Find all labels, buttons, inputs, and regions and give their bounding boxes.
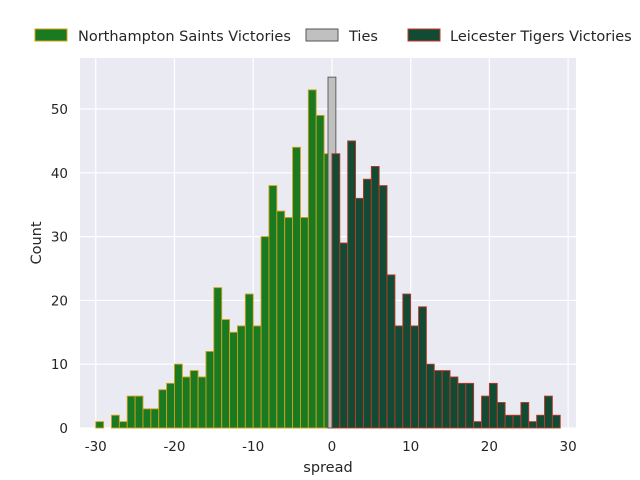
histogram-bar bbox=[111, 414, 120, 429]
legend-label-leicester: Leicester Tigers Victories bbox=[450, 29, 632, 45]
x-tick-labels: -30 -20 -10 0 10 20 30 bbox=[85, 439, 577, 455]
legend-swatch-leicester bbox=[407, 28, 441, 42]
histogram-bar bbox=[449, 376, 459, 429]
y-tick-label: 0 bbox=[59, 421, 68, 437]
histogram-bar bbox=[473, 421, 482, 429]
histogram-bar bbox=[189, 370, 199, 429]
x-tick-label: -30 bbox=[85, 439, 107, 455]
histogram-bar bbox=[481, 395, 490, 429]
histogram-bar bbox=[394, 325, 404, 429]
histogram-bar bbox=[118, 421, 128, 429]
histogram-bar bbox=[197, 376, 207, 429]
histogram-bar bbox=[488, 382, 498, 429]
histogram-bars bbox=[95, 76, 561, 429]
y-tick-label: 50 bbox=[51, 102, 68, 118]
histogram-bar bbox=[205, 350, 215, 429]
histogram-bar bbox=[402, 293, 412, 429]
histogram-bar bbox=[544, 395, 553, 429]
y-tick-label: 30 bbox=[51, 230, 68, 246]
x-tick-label: -20 bbox=[163, 439, 185, 455]
histogram-bar bbox=[284, 217, 294, 429]
histogram-bar bbox=[244, 293, 254, 429]
histogram-bar bbox=[520, 402, 530, 429]
x-tick-label: 0 bbox=[328, 439, 337, 455]
histogram-bar bbox=[181, 376, 191, 429]
histogram-bar bbox=[378, 185, 388, 429]
y-tick-label: 10 bbox=[51, 357, 68, 373]
histogram-bar bbox=[237, 325, 246, 429]
histogram-bar bbox=[355, 197, 364, 429]
histogram-bar bbox=[331, 153, 341, 429]
y-tick-labels: 0 10 20 30 40 50 bbox=[51, 102, 68, 437]
y-axis-label: Count bbox=[29, 221, 45, 264]
histogram-bar bbox=[362, 178, 372, 429]
legend-label-northampton: Northampton Saints Victories bbox=[78, 29, 291, 45]
histogram-bar bbox=[229, 331, 238, 429]
histogram-bar bbox=[268, 185, 278, 429]
histogram-bar bbox=[339, 242, 349, 429]
histogram-bar bbox=[551, 414, 561, 429]
legend-swatch-ties bbox=[305, 28, 339, 42]
histogram-bar bbox=[134, 395, 144, 429]
legend-swatch-northampton bbox=[34, 28, 68, 42]
x-tick-label: 10 bbox=[402, 439, 419, 455]
histogram-bar bbox=[276, 210, 286, 429]
histogram-bar bbox=[512, 414, 522, 429]
histogram-bar bbox=[457, 382, 467, 429]
legend: Northampton Saints Victories Ties Leices… bbox=[34, 28, 632, 45]
x-tick-label: 20 bbox=[481, 439, 498, 455]
histogram-bar bbox=[213, 287, 223, 429]
x-axis-label: spread bbox=[303, 460, 352, 476]
histogram-bar bbox=[174, 363, 183, 429]
histogram-bar bbox=[528, 421, 538, 429]
legend-label-ties: Ties bbox=[348, 29, 378, 45]
histogram-bar bbox=[299, 217, 309, 429]
histogram-bar bbox=[158, 389, 168, 429]
histogram-bar bbox=[433, 370, 443, 429]
histogram-bar bbox=[441, 370, 451, 429]
histogram-bar bbox=[126, 395, 136, 429]
histogram-bar bbox=[386, 274, 396, 429]
histogram-bar bbox=[166, 382, 175, 429]
histogram-bar bbox=[370, 165, 380, 429]
y-tick-label: 40 bbox=[51, 166, 68, 182]
histogram-bar bbox=[315, 114, 325, 429]
histogram-bar bbox=[418, 306, 427, 429]
y-tick-label: 20 bbox=[51, 293, 68, 309]
histogram-bar bbox=[504, 414, 514, 429]
histogram-bar bbox=[307, 89, 317, 429]
histogram-bar bbox=[252, 325, 262, 429]
histogram-bar bbox=[95, 421, 105, 429]
histogram-bar bbox=[425, 363, 435, 429]
histogram-bar bbox=[496, 402, 506, 429]
histogram-bar bbox=[142, 408, 152, 429]
histogram-bar bbox=[536, 414, 545, 429]
histogram-bar bbox=[221, 319, 231, 429]
histogram-bar bbox=[410, 325, 419, 429]
x-tick-label: 30 bbox=[560, 439, 577, 455]
histogram-bar bbox=[292, 146, 301, 429]
histogram-bar bbox=[465, 382, 475, 429]
histogram-bar bbox=[150, 408, 160, 429]
x-tick-label: -10 bbox=[242, 439, 264, 455]
histogram-bar bbox=[260, 236, 270, 429]
histogram-bar bbox=[347, 140, 357, 429]
